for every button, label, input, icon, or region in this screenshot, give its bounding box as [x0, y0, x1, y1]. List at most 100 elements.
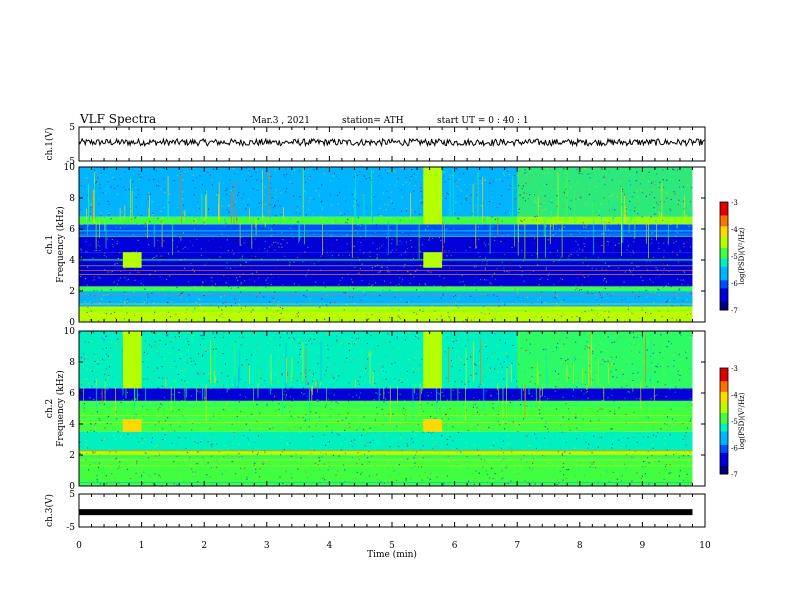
ch1-spectrogram-speckle [261, 236, 263, 238]
ch1-spectrogram-speckle [414, 210, 417, 213]
ch2-spectrogram-speckle [668, 340, 670, 343]
ch1-spectrogram-speckle [614, 176, 616, 178]
ch2-spectrogram-speckle [115, 451, 117, 453]
ch1-spectrogram-speckle [98, 301, 101, 303]
ch1-spectrogram-speckle [119, 277, 121, 279]
ch2-spectrogram-speckle [175, 336, 177, 338]
ch2-spectrogram-speckle [258, 413, 260, 415]
ch2-spectrogram-speckle [254, 462, 256, 464]
ch1-spectrogram-speckle [192, 180, 194, 182]
ch2-spectrogram-speckle [164, 334, 166, 336]
ch2-spectrogram-speckle [526, 461, 528, 463]
ch1-spectrogram-speckle [239, 276, 241, 278]
ch2-spectrogram-speckle [304, 421, 306, 423]
ch1-spectrogram-speckle [96, 182, 98, 184]
ch1-spectrogram-speckle [88, 315, 90, 317]
ch2-spectrogram-speckle [275, 381, 277, 383]
ch2-spectrogram-speckle [494, 368, 496, 370]
ch1-spectrogram-speckle [454, 279, 456, 281]
ch1-spectrogram-speckle [608, 170, 610, 172]
ch1-spectrogram-speckle [105, 313, 108, 315]
ch1-spectrogram-speckle [193, 309, 195, 311]
ch2-spectrogram-speckle [452, 389, 454, 392]
ch2-spectrogram-speckle [85, 440, 87, 442]
ch1-spectrogram-speckle [146, 297, 148, 299]
ch2-spectrogram-speckle [178, 437, 180, 439]
ch1-spectrogram-speckle [309, 299, 311, 301]
ch2-spectrogram-speckle [350, 360, 352, 363]
ch2-spectrogram-speckle [567, 468, 570, 471]
ch2-spectrogram-speckle [203, 371, 205, 373]
ch1-spectrogram-speckle [298, 212, 301, 215]
ch2-spectrogram-speckle [574, 447, 576, 449]
ch2-spectrogram-speckle [579, 366, 581, 368]
ch2-spectrogram-speckle [347, 400, 350, 402]
ch1-spectrogram-speckle [101, 221, 103, 223]
ch2-spectrogram-speckle [402, 360, 404, 362]
ch1-spectrogram-speckle [213, 183, 215, 185]
ch2-spectrogram-speckle [646, 386, 648, 388]
ch2-spectrogram-speckle [636, 376, 638, 378]
ch2-spectrogram-speckle [173, 483, 175, 485]
ch1-spectrogram-speckle [563, 234, 565, 236]
ch1-spectrogram-speckle [317, 307, 319, 310]
ch2-spectrogram-speckle [505, 387, 507, 389]
ch1-spectrogram-speckle [665, 211, 667, 213]
ch1-spectrogram-speckle [345, 200, 347, 202]
ch2-spectrogram-speckle [589, 408, 591, 410]
ch1-spectrogram-speckle [151, 201, 153, 203]
ch1-spectrogram-speckle [395, 171, 397, 173]
ch2-spectrogram-speckle [647, 364, 649, 366]
ch2-spectrogram-speckle [556, 483, 558, 485]
ch1-spectrogram-speckle [402, 208, 404, 210]
ch1-spectrogram-speckle [524, 268, 526, 270]
ch1-spectrogram-speckle [667, 304, 670, 306]
ch2-spectrogram-speckle [596, 464, 598, 467]
ch1-spectrogram-speckle [464, 284, 466, 286]
ch2-spectrogram-speckle [665, 395, 667, 398]
ch1-spectrogram-speckle [503, 286, 505, 288]
ch1-spectrogram-speckle [407, 271, 409, 273]
ch1-spectrogram-speckle [144, 287, 146, 289]
ch1-spectrogram-speckle [156, 255, 158, 257]
ch1-spectrogram-speckle [96, 171, 98, 173]
ch1-spectrogram-speckle [163, 178, 165, 180]
ch2-spectrogram-speckle [447, 385, 449, 387]
ch1-spectrogram-speckle [106, 238, 108, 240]
ch2-spectrogram-speckle [385, 404, 387, 406]
ch2-spectrogram-speckle [497, 421, 499, 423]
ch1-spectrogram-speckle [110, 271, 112, 273]
ch1-spectrogram-speckle [275, 168, 277, 170]
ch1-spectrogram-speckle [127, 227, 129, 229]
ch2-spectrogram-speckle [366, 442, 368, 444]
ch1-spectrogram-speckle [200, 189, 202, 191]
ch1-spectrogram-speckle [585, 273, 587, 275]
ch2-spectrogram-speckle [96, 479, 98, 481]
ch1-spectrogram-speckle [459, 178, 461, 180]
ch1-spectrogram-speckle [320, 233, 322, 235]
ch1-spectrogram-speckle [561, 199, 563, 201]
ch1-spectrogram-speckle [558, 311, 560, 314]
ch2-spectrogram-speckle [300, 431, 302, 433]
ch1-spectrogram-speckle [597, 246, 599, 248]
ch1-spectrogram-speckle [190, 266, 193, 268]
ch1-spectrogram-speckle [570, 233, 572, 236]
ch1-spectrogram-speckle [363, 252, 365, 254]
ch1-spectrogram-speckle [272, 276, 274, 278]
ch2-spectrogram-speckle [466, 467, 468, 469]
ch2-spectrogram-speckle [611, 342, 613, 344]
ch2-spectrogram-speckle [79, 452, 81, 455]
ch2-spectrogram-speckle [320, 431, 322, 433]
ch2-spectrogram-speckle [348, 356, 350, 358]
ch2-spectrogram-speckle [196, 372, 198, 374]
ch1-spectrogram-speckle [463, 200, 466, 202]
ch1-spectrogram-speckle [544, 195, 546, 197]
ch1-spectrogram-speckle [554, 296, 556, 298]
ch1-spectrogram-speckle [683, 271, 685, 273]
ch1-spectrogram-speckle [384, 169, 386, 171]
ch1-spectrogram-speckle [583, 243, 585, 245]
ch1-spectrogram-speckle [578, 172, 580, 174]
ch1-spectrogram-speckle [180, 297, 182, 299]
ch1-spectrogram-speckle [275, 189, 277, 191]
ch1-spectrogram-speckle [670, 223, 672, 225]
